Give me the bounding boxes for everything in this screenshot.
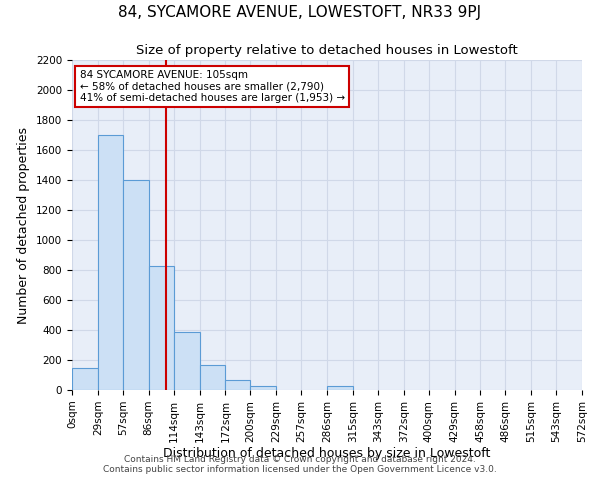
Bar: [173, 332, 199, 390]
Bar: [149, 266, 173, 390]
Y-axis label: Number of detached properties: Number of detached properties: [17, 126, 31, 324]
Text: 84, SYCAMORE AVENUE, LOWESTOFT, NR33 9PJ: 84, SYCAMORE AVENUE, LOWESTOFT, NR33 9PJ: [118, 5, 482, 20]
Text: Contains HM Land Registry data © Crown copyright and database right 2024.: Contains HM Land Registry data © Crown c…: [124, 456, 476, 464]
Text: 84 SYCAMORE AVENUE: 105sqm
← 58% of detached houses are smaller (2,790)
41% of s: 84 SYCAMORE AVENUE: 105sqm ← 58% of deta…: [80, 70, 345, 103]
Bar: [123, 180, 149, 390]
Bar: [327, 386, 353, 390]
Title: Size of property relative to detached houses in Lowestoft: Size of property relative to detached ho…: [136, 44, 518, 58]
Bar: [72, 368, 98, 390]
Bar: [226, 380, 250, 390]
Text: Contains public sector information licensed under the Open Government Licence v3: Contains public sector information licen…: [103, 466, 497, 474]
X-axis label: Distribution of detached houses by size in Lowestoft: Distribution of detached houses by size …: [163, 448, 491, 460]
Bar: [250, 386, 276, 390]
Bar: [98, 135, 123, 390]
Bar: [199, 365, 226, 390]
